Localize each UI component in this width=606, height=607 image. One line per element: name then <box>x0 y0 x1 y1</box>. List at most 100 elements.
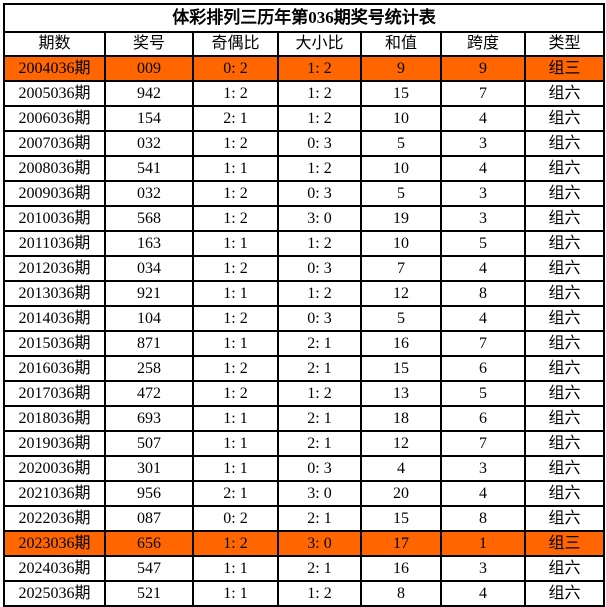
table-row: 2014036期 104 1: 2 0: 3 5 4 组六 <box>3 305 606 332</box>
cell-period: 2005036期 <box>3 80 106 107</box>
cell-span: 5 <box>440 230 526 257</box>
cell-odd-even-ratio: 1: 1 <box>192 405 279 432</box>
cell-big-small-ratio: 1: 2 <box>277 280 362 307</box>
table-row: 2023036期 656 1: 2 3: 0 17 1 组三 <box>3 530 606 557</box>
cell-type: 组六 <box>523 380 606 407</box>
cell-sum-value: 12 <box>360 280 442 307</box>
cell-period: 2018036期 <box>3 405 106 432</box>
cell-span: 3 <box>440 205 526 232</box>
cell-period: 2010036期 <box>3 205 106 232</box>
cell-winning-number: 521 <box>104 580 194 607</box>
table-header-row: 期数 奖号 奇偶比 大小比 和值 跨度 类型 <box>3 31 606 57</box>
cell-odd-even-ratio: 1: 2 <box>192 130 279 157</box>
cell-odd-even-ratio: 1: 2 <box>192 255 279 282</box>
cell-odd-even-ratio: 1: 2 <box>192 180 279 207</box>
table-row: 2015036期 871 1: 1 2: 1 16 7 组六 <box>3 330 606 357</box>
cell-odd-even-ratio: 1: 2 <box>192 380 279 407</box>
cell-big-small-ratio: 0: 3 <box>277 130 362 157</box>
cell-sum-value: 19 <box>360 205 442 232</box>
cell-odd-even-ratio: 1: 1 <box>192 430 279 457</box>
cell-sum-value: 16 <box>360 555 442 582</box>
cell-big-small-ratio: 1: 2 <box>277 230 362 257</box>
cell-big-small-ratio: 1: 2 <box>277 80 362 107</box>
cell-big-small-ratio: 0: 3 <box>277 305 362 332</box>
table-row: 2017036期 472 1: 2 1: 2 13 5 组六 <box>3 380 606 407</box>
cell-type: 组六 <box>523 555 606 582</box>
cell-type: 组六 <box>523 280 606 307</box>
cell-odd-even-ratio: 0: 2 <box>192 55 279 82</box>
cell-span: 3 <box>440 180 526 207</box>
cell-odd-even-ratio: 1: 2 <box>192 530 279 557</box>
cell-span: 4 <box>440 305 526 332</box>
table-row: 2007036期 032 1: 2 0: 3 5 3 组六 <box>3 130 606 157</box>
cell-span: 3 <box>440 455 526 482</box>
cell-type: 组六 <box>523 205 606 232</box>
cell-period: 2017036期 <box>3 380 106 407</box>
cell-type: 组六 <box>523 255 606 282</box>
table-row: 2018036期 693 1: 1 2: 1 18 6 组六 <box>3 405 606 432</box>
cell-period: 2023036期 <box>3 530 106 557</box>
cell-odd-even-ratio: 0: 2 <box>192 505 279 532</box>
cell-span: 3 <box>440 130 526 157</box>
cell-big-small-ratio: 3: 0 <box>277 205 362 232</box>
table-row: 2004036期 009 0: 2 1: 2 9 9 组三 <box>3 55 606 82</box>
cell-type: 组六 <box>523 355 606 382</box>
cell-odd-even-ratio: 1: 1 <box>192 555 279 582</box>
cell-span: 8 <box>440 280 526 307</box>
cell-big-small-ratio: 3: 0 <box>277 480 362 507</box>
cell-type: 组六 <box>523 580 606 607</box>
cell-sum-value: 16 <box>360 330 442 357</box>
cell-sum-value: 17 <box>360 530 442 557</box>
table-row: 2009036期 032 1: 2 0: 3 5 3 组六 <box>3 180 606 207</box>
cell-span: 4 <box>440 580 526 607</box>
cell-big-small-ratio: 1: 2 <box>277 155 362 182</box>
cell-sum-value: 5 <box>360 305 442 332</box>
cell-type: 组三 <box>523 55 606 82</box>
cell-big-small-ratio: 1: 2 <box>277 105 362 132</box>
cell-winning-number: 568 <box>104 205 194 232</box>
cell-odd-even-ratio: 1: 1 <box>192 280 279 307</box>
cell-big-small-ratio: 2: 1 <box>277 330 362 357</box>
cell-span: 8 <box>440 505 526 532</box>
cell-odd-even-ratio: 1: 1 <box>192 455 279 482</box>
cell-period: 2006036期 <box>3 105 106 132</box>
cell-odd-even-ratio: 2: 1 <box>192 480 279 507</box>
cell-period: 2011036期 <box>3 230 106 257</box>
table-body: 2004036期 009 0: 2 1: 2 9 9 组三 2005036期 9… <box>3 55 606 607</box>
cell-period: 2019036期 <box>3 430 106 457</box>
column-header-sum-value: 和值 <box>360 31 442 57</box>
table-row: 2005036期 942 1: 2 1: 2 15 7 组六 <box>3 80 606 107</box>
cell-big-small-ratio: 0: 3 <box>277 455 362 482</box>
cell-sum-value: 13 <box>360 380 442 407</box>
cell-winning-number: 154 <box>104 105 194 132</box>
cell-type: 组六 <box>523 80 606 107</box>
lottery-statistics-table: 体彩排列三历年第036期奖号统计表 期数 奖号 奇偶比 大小比 和值 跨度 类型… <box>2 3 606 607</box>
cell-type: 组三 <box>523 530 606 557</box>
cell-winning-number: 507 <box>104 430 194 457</box>
cell-big-small-ratio: 0: 3 <box>277 180 362 207</box>
cell-type: 组六 <box>523 230 606 257</box>
cell-span: 7 <box>440 430 526 457</box>
cell-winning-number: 087 <box>104 505 194 532</box>
cell-period: 2009036期 <box>3 180 106 207</box>
cell-type: 组六 <box>523 330 606 357</box>
cell-sum-value: 15 <box>360 505 442 532</box>
cell-span: 4 <box>440 105 526 132</box>
cell-big-small-ratio: 1: 2 <box>277 380 362 407</box>
cell-period: 2022036期 <box>3 505 106 532</box>
cell-big-small-ratio: 2: 1 <box>277 505 362 532</box>
table-row: 2010036期 568 1: 2 3: 0 19 3 组六 <box>3 205 606 232</box>
table-row: 2006036期 154 2: 1 1: 2 10 4 组六 <box>3 105 606 132</box>
cell-winning-number: 104 <box>104 305 194 332</box>
cell-span: 4 <box>440 480 526 507</box>
cell-big-small-ratio: 2: 1 <box>277 405 362 432</box>
table-row: 2025036期 521 1: 1 1: 2 8 4 组六 <box>3 580 606 607</box>
cell-period: 2013036期 <box>3 280 106 307</box>
cell-winning-number: 034 <box>104 255 194 282</box>
table-row: 2008036期 541 1: 1 1: 2 10 4 组六 <box>3 155 606 182</box>
cell-winning-number: 693 <box>104 405 194 432</box>
table-row: 2012036期 034 1: 2 0: 3 7 4 组六 <box>3 255 606 282</box>
cell-span: 1 <box>440 530 526 557</box>
table-row: 2022036期 087 0: 2 2: 1 15 8 组六 <box>3 505 606 532</box>
